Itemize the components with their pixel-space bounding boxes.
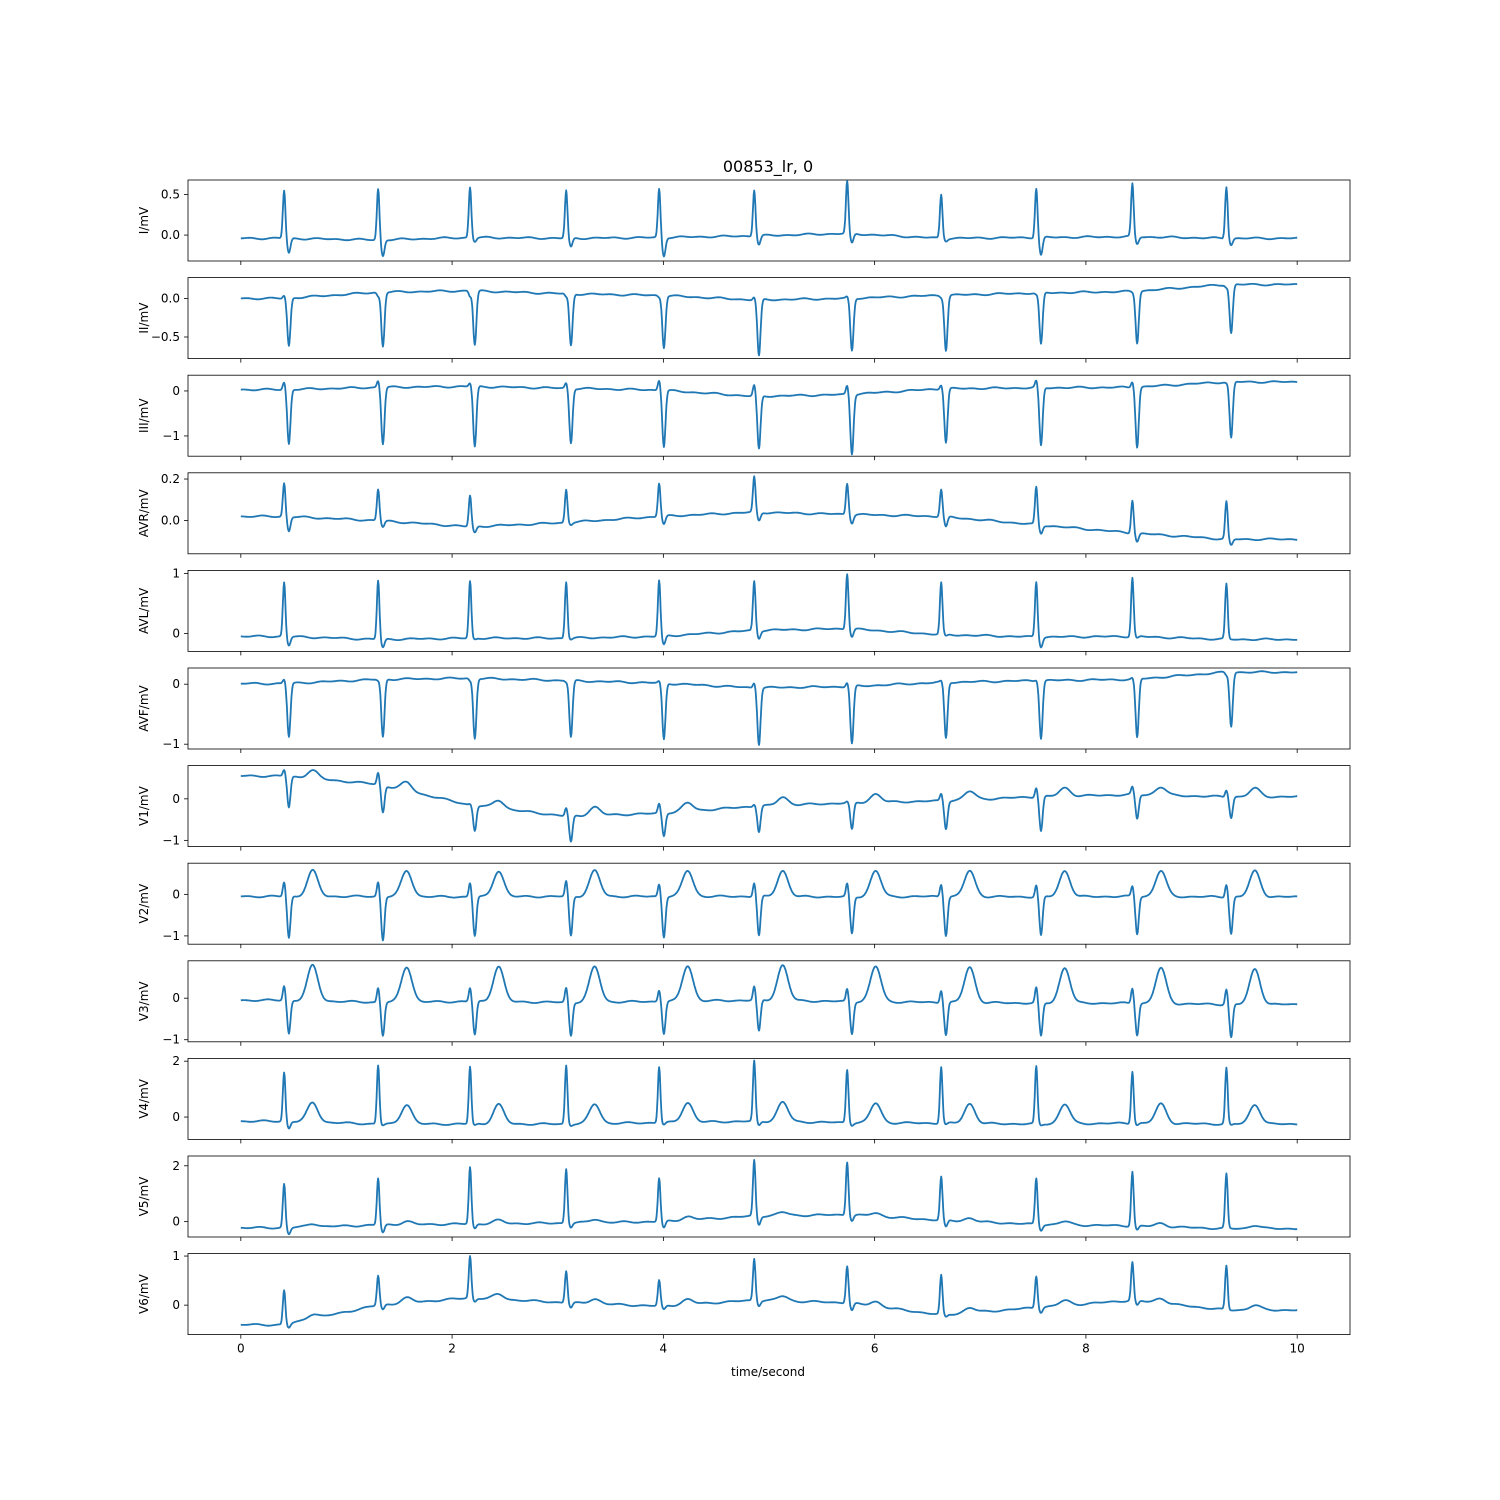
axes-frame-avr [187, 472, 1351, 555]
y-tick-label-v6: 0 [172, 1298, 180, 1312]
y-axis-label-ii: II/mV [137, 302, 151, 334]
x-tick-label: 4 [660, 1342, 668, 1356]
y-axis-label-v1: V1/mV [137, 785, 151, 826]
y-tick-label-avr: 0.2 [161, 472, 180, 486]
lead-panels: I/mV 0.0 0.5 II/mV−0.5 0.0 III/mV −1 0 AVR/mV 0.0… [137, 179, 1351, 1356]
y-tick-label-i: 0.0 [161, 228, 180, 242]
axes-frame-iii [187, 374, 1351, 457]
y-tick-label-avl: 0 [172, 626, 180, 640]
chart-title: 00853_lr, 0 [723, 157, 813, 177]
axes-frame-avl [187, 570, 1351, 652]
trace-avr [240, 475, 1298, 546]
y-tick-label-v3: 0 [172, 991, 180, 1005]
y-axis-label-v2: V2/mV [137, 883, 151, 924]
y-axis-label-v6: V6/mV [137, 1273, 151, 1314]
trace-avl [240, 573, 1298, 649]
trace-ii [240, 282, 1298, 357]
trace-v2 [240, 868, 1298, 942]
y-axis-label-v5: V5/mV [137, 1176, 151, 1217]
y-axis-label-v4: V4/mV [137, 1078, 151, 1119]
y-tick-label-v2: −1 [162, 929, 180, 943]
y-tick-label-i: 0.5 [161, 188, 180, 202]
x-tick-label: 8 [1082, 1342, 1090, 1356]
trace-v1 [240, 769, 1298, 843]
y-tick-label-ii: 0.0 [161, 291, 180, 305]
axes-frame-v2 [187, 862, 1351, 945]
axes-frame-v3 [187, 960, 1351, 1043]
x-axis-label: time/second [731, 1365, 805, 1379]
x-tick-label: 2 [448, 1342, 456, 1356]
y-tick-label-v4: 2 [172, 1054, 180, 1068]
axes-frame-v5 [187, 1155, 1351, 1238]
y-tick-label-avr: 0.0 [161, 514, 180, 528]
trace-avf [240, 670, 1298, 746]
y-tick-label-v6: 1 [172, 1249, 180, 1263]
y-tick-label-v5: 2 [172, 1159, 180, 1173]
y-axis-label-avf: AVF/mV [137, 684, 151, 731]
trace-v5 [240, 1159, 1298, 1236]
y-tick-label-v1: 0 [172, 792, 180, 806]
x-tick-label: 0 [237, 1342, 245, 1356]
trace-v3 [240, 963, 1298, 1039]
y-tick-label-v3: −1 [162, 1033, 180, 1047]
trace-iii [240, 379, 1298, 456]
y-tick-label-iii: 0 [172, 384, 180, 398]
y-axis-label-avr: AVR/mV [137, 489, 151, 538]
y-axis-label-avl: AVL/mV [137, 587, 151, 634]
y-tick-label-v5: 0 [172, 1215, 180, 1229]
x-tick-label: 6 [871, 1342, 879, 1356]
x-tick-label: 10 [1290, 1342, 1305, 1356]
trace-v6 [240, 1255, 1298, 1329]
y-tick-label-avl: 1 [172, 566, 180, 580]
y-tick-label-ii: −0.5 [151, 330, 180, 344]
y-tick-label-v4: 0 [172, 1110, 180, 1124]
axes-frame-v4 [187, 1058, 1351, 1140]
y-tick-label-avf: 0 [172, 677, 180, 691]
y-tick-label-avf: −1 [162, 737, 180, 751]
axes-frame-i [187, 179, 1351, 262]
trace-i [240, 180, 1298, 258]
y-tick-label-iii: −1 [162, 429, 180, 443]
y-axis-label-i: I/mV [137, 206, 151, 234]
axes-frame-v6 [187, 1253, 1351, 1335]
y-tick-label-v2: 0 [172, 887, 180, 901]
trace-v4 [240, 1059, 1298, 1130]
y-axis-label-v3: V3/mV [137, 981, 151, 1022]
axes-frame-avf [187, 667, 1351, 750]
y-tick-label-v1: −1 [162, 833, 180, 847]
axes-frame-ii [187, 277, 1351, 360]
axes-frame-v1 [187, 765, 1351, 847]
y-axis-label-iii: III/mV [137, 398, 151, 433]
